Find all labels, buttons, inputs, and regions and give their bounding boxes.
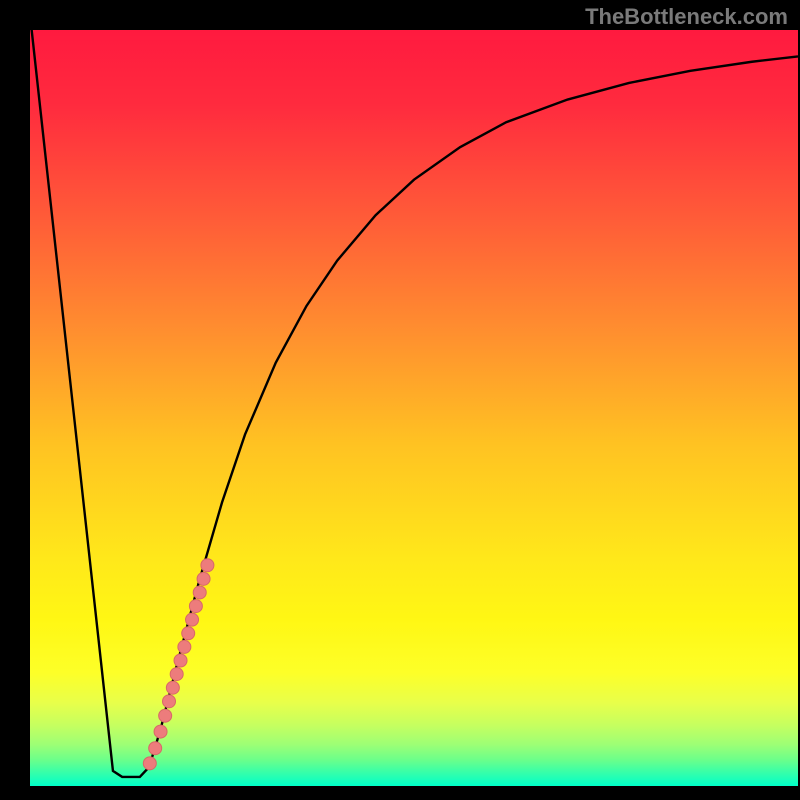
bottleneck-curve: [30, 30, 798, 777]
watermark-text: TheBottleneck.com: [585, 4, 788, 30]
marker-dot: [186, 613, 199, 626]
marker-dot: [189, 600, 202, 613]
chart-svg: [30, 30, 798, 786]
marker-dot: [182, 627, 195, 640]
marker-dot: [159, 709, 172, 722]
marker-dot: [170, 668, 183, 681]
marker-dot: [163, 695, 176, 708]
marker-group: [143, 559, 214, 770]
marker-dot: [143, 757, 156, 770]
marker-dot: [178, 640, 191, 653]
marker-dot: [149, 742, 162, 755]
marker-dot: [174, 654, 187, 667]
marker-dot: [201, 559, 214, 572]
chart-container: TheBottleneck.com: [0, 0, 800, 800]
marker-dot: [197, 572, 210, 585]
marker-dot: [166, 681, 179, 694]
marker-dot: [193, 586, 206, 599]
plot-area: [30, 30, 798, 786]
marker-dot: [154, 725, 167, 738]
